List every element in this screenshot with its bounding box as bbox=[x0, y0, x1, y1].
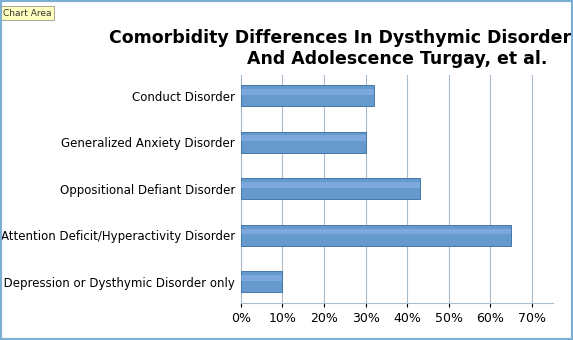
Bar bbox=[241, 89, 374, 95]
Bar bbox=[241, 271, 282, 292]
Bar bbox=[241, 182, 419, 188]
Title: Comorbidity Differences In Dysthymic Disorder In Children
And Adolescence Turgay: Comorbidity Differences In Dysthymic Dis… bbox=[109, 29, 573, 68]
Bar bbox=[241, 135, 366, 141]
Bar bbox=[241, 85, 374, 106]
Text: Chart Area: Chart Area bbox=[3, 8, 52, 17]
Bar bbox=[241, 178, 419, 199]
Bar bbox=[241, 132, 366, 153]
Bar bbox=[241, 275, 282, 281]
Bar bbox=[241, 225, 511, 246]
Bar bbox=[241, 228, 511, 234]
